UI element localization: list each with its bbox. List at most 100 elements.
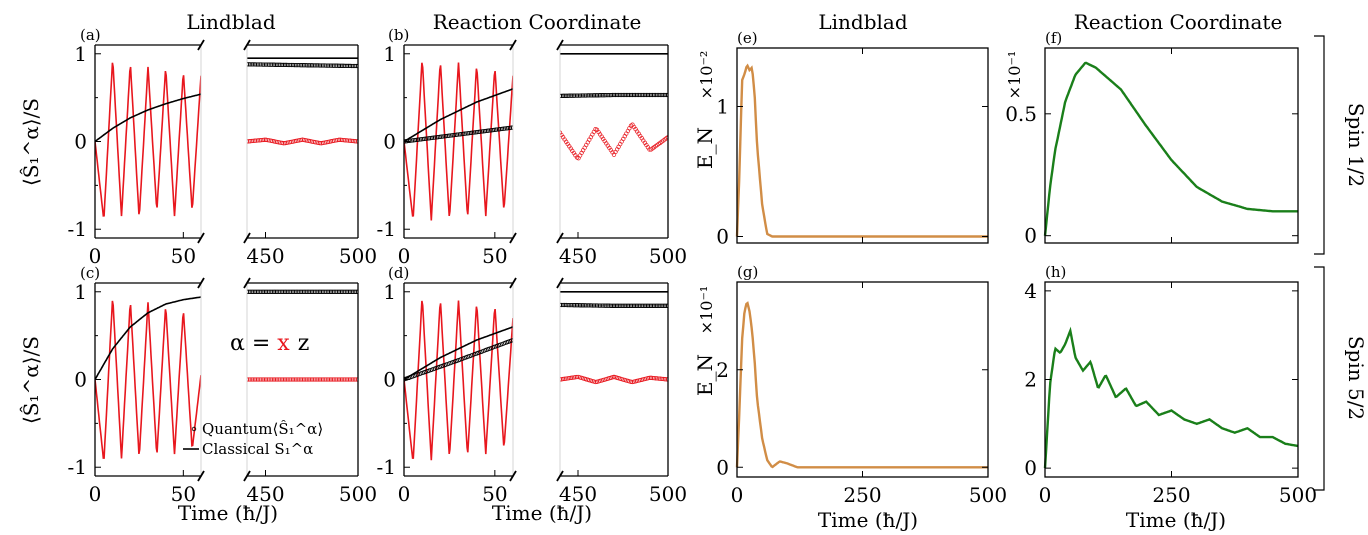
series-x-quantum-marker <box>273 377 278 382</box>
series-z-quantum-marker <box>481 129 486 134</box>
series-x-quantum-marker <box>638 377 643 383</box>
series-z-quantum-marker <box>247 62 250 67</box>
series-x-quantum-marker <box>349 377 354 382</box>
series-z-quantum-marker <box>338 63 343 68</box>
series-z-quantum-marker <box>257 62 262 67</box>
series-z-quantum-marker <box>355 289 358 294</box>
plot-area <box>95 296 201 459</box>
series-z-quantum-marker <box>292 289 297 294</box>
series-z-quantum-marker <box>289 289 294 294</box>
series-x-quantum-marker <box>656 376 661 381</box>
series-z-quantum-marker <box>495 127 500 132</box>
series-z-quantum-marker <box>322 289 327 294</box>
series-x-quantum-marker <box>309 377 315 382</box>
y-tick-label: 2 <box>716 358 729 382</box>
series-z-quantum-marker <box>355 63 358 69</box>
y-tick-label: 0 <box>716 455 729 479</box>
series-x-quantum-marker <box>344 138 350 143</box>
legend-quantum-label: Quantum⟨Ŝ₁^α⟩ <box>202 420 323 438</box>
series-x-quantum-marker <box>346 377 351 382</box>
y-tick-label: 0 <box>74 368 87 392</box>
series-x-quantum-marker <box>322 377 327 382</box>
series-x-quantum-marker <box>255 138 261 143</box>
series-x-quantum-marker <box>281 141 286 146</box>
series-z-quantum-marker <box>582 93 587 98</box>
panel-letter: (b) <box>388 26 409 44</box>
series-z-quantum-marker <box>622 303 627 308</box>
series-x-quantum-marker <box>354 377 358 382</box>
series-z-quantum-marker <box>564 302 569 308</box>
series-EN-line <box>1043 326 1299 469</box>
series-z-quantum-marker <box>267 62 272 67</box>
series-x-classical-line <box>95 62 201 217</box>
series-x-quantum-marker <box>325 139 331 145</box>
series-z-quantum-marker <box>631 303 637 308</box>
series-x-quantum-marker <box>276 377 281 382</box>
series-z-quantum-marker <box>655 92 660 98</box>
series-z-quantum-marker <box>270 62 275 67</box>
series-z-quantum-marker <box>588 303 594 308</box>
row-bracket-bottom <box>1314 266 1325 491</box>
break-mark <box>197 277 205 289</box>
series-z-quantum-marker <box>316 289 321 294</box>
series-z-quantum-marker <box>588 93 594 98</box>
series-z-quantum-marker <box>249 289 254 294</box>
series-z-quantum-marker <box>503 126 508 131</box>
series-x-quantum-marker <box>289 377 294 382</box>
series-x-quantum-marker <box>574 374 580 380</box>
series-z-quantum-marker <box>429 135 435 141</box>
series-x-quantum-marker <box>313 377 318 382</box>
y-tick-label: 0 <box>74 130 87 154</box>
series-z-quantum-marker <box>254 289 259 294</box>
break-mark <box>556 39 564 51</box>
series-x-quantum-marker <box>661 376 666 382</box>
series-z-quantum-marker <box>568 302 573 308</box>
series-x-quantum-marker <box>263 377 269 382</box>
series-z-quantum-marker <box>467 130 472 136</box>
series-z-quantum-marker <box>330 63 335 68</box>
series-z-quantum-marker <box>605 303 610 308</box>
legend: Quantum⟨Ŝ₁^α⟩ Classical S₁^α <box>183 420 323 458</box>
series-x-quantum-marker <box>279 377 285 382</box>
x-tick-label: 450 <box>559 244 597 268</box>
series-x-quantum-marker <box>249 138 254 144</box>
series-z-quantum-marker <box>300 289 305 294</box>
series-z-quantum-marker <box>636 303 641 308</box>
series-z-quantum-marker <box>571 93 577 98</box>
series-z-quantum-marker <box>282 289 288 294</box>
series-z-quantum-marker <box>590 303 595 308</box>
series-z-quantum-marker <box>605 92 610 98</box>
y-tick-label: 2 <box>1024 368 1037 392</box>
series-z-quantum-marker <box>300 63 305 68</box>
series-x-quantum-marker <box>303 138 308 143</box>
panel-letter: (c) <box>80 264 100 282</box>
series-z-quantum-marker <box>650 92 655 98</box>
series-x-quantum-marker <box>341 377 346 382</box>
series-z-quantum-marker <box>259 289 264 294</box>
series-z-quantum-marker <box>305 63 310 68</box>
series-z-quantum-marker <box>297 289 302 294</box>
series-z-quantum-marker <box>328 63 334 68</box>
series-z-quantum-marker <box>254 62 259 67</box>
series-z-quantum-marker <box>459 131 464 137</box>
series-z-quantum-marker <box>634 303 640 308</box>
series-EN-line <box>1043 61 1298 236</box>
series-x-quantum-marker <box>335 137 340 143</box>
series-z-quantum-marker <box>574 303 580 308</box>
series-z-quantum-marker <box>437 134 442 140</box>
series-z-quantum-marker <box>420 136 425 142</box>
series-x-quantum-marker <box>346 138 351 143</box>
series-z-quantum-marker <box>587 93 592 98</box>
series-z-quantum-marker <box>593 303 598 308</box>
series-z-quantum-marker <box>303 289 308 294</box>
y-tick-label: -1 <box>68 455 87 479</box>
series-x-quantum-marker <box>647 375 652 381</box>
series-z-quantum-marker <box>341 63 346 68</box>
series-x-quantum-marker <box>651 375 657 381</box>
series-x-classical-line <box>95 300 201 459</box>
series-x-quantum-marker <box>560 376 566 382</box>
series-x-quantum-marker <box>270 377 275 382</box>
series-z-quantum-marker <box>281 289 286 294</box>
